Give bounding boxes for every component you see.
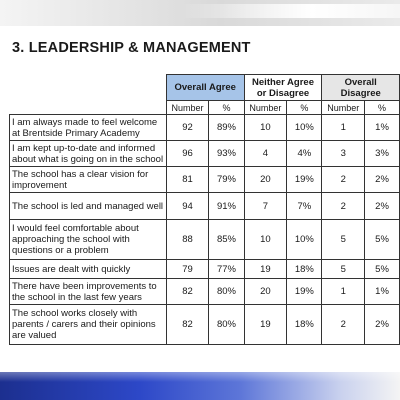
agree-number-cell: 82 <box>165 278 210 305</box>
neither-percent-cell: 10% <box>286 114 323 141</box>
statement-cell: The school works closely with parents / … <box>9 304 167 345</box>
disagree-number-cell: 2 <box>321 166 366 193</box>
neither-number-cell: 10 <box>243 219 288 260</box>
agree-percent-cell: 93% <box>208 140 245 167</box>
agree-percent-cell: 89% <box>208 114 245 141</box>
table-row: Issues are dealt with quickly 79 77% 19 … <box>9 259 400 279</box>
bottom-decorative-band <box>0 372 400 400</box>
disagree-percent-cell: 1% <box>364 278 400 305</box>
disagree-percent-cell: 3% <box>364 140 400 167</box>
agree-number-cell: 79 <box>165 259 210 279</box>
statement-cell: Issues are dealt with quickly <box>9 259 167 279</box>
disagree-percent-cell: 2% <box>364 304 400 345</box>
disagree-number-cell: 2 <box>321 192 366 220</box>
header-blank-cell <box>10 75 167 101</box>
subheader-neither-number: Number <box>243 100 288 115</box>
group-header-overall-disagree: Overall Disagree <box>321 74 400 101</box>
statement-cell: There have been improvements to the scho… <box>9 278 167 305</box>
disagree-percent-cell: 2% <box>364 192 400 220</box>
neither-percent-cell: 18% <box>286 259 323 279</box>
agree-number-cell: 88 <box>165 219 210 260</box>
agree-number-cell: 94 <box>165 192 210 220</box>
group-header-neither: Neither Agree or Disagree <box>243 74 323 101</box>
subheader-blank-cell <box>10 101 167 115</box>
survey-results-table: Overall Agree Neither Agree or Disagree … <box>9 74 400 345</box>
disagree-number-cell: 5 <box>321 219 366 260</box>
subheader-neither-percent: % <box>286 100 323 115</box>
disagree-percent-cell: 5% <box>364 259 400 279</box>
neither-percent-cell: 10% <box>286 219 323 260</box>
agree-percent-cell: 79% <box>208 166 245 193</box>
agree-number-cell: 82 <box>165 304 210 345</box>
group-header-row: Overall Agree Neither Agree or Disagree … <box>10 74 400 101</box>
agree-number-cell: 96 <box>165 140 210 167</box>
agree-percent-cell: 77% <box>208 259 245 279</box>
subheader-agree-number: Number <box>165 100 210 115</box>
subheader-agree-percent: % <box>208 100 245 115</box>
neither-percent-cell: 19% <box>286 166 323 193</box>
neither-percent-cell: 18% <box>286 304 323 345</box>
neither-number-cell: 20 <box>243 166 288 193</box>
table-row: The school is led and managed well 94 91… <box>9 192 400 220</box>
top-band-stripe <box>180 4 400 18</box>
disagree-number-cell: 1 <box>321 114 366 141</box>
neither-number-cell: 19 <box>243 259 288 279</box>
agree-percent-cell: 85% <box>208 219 245 260</box>
disagree-number-cell: 2 <box>321 304 366 345</box>
disagree-percent-cell: 1% <box>364 114 400 141</box>
statement-cell: The school has a clear vision for improv… <box>9 166 167 193</box>
statement-cell: The school is led and managed well <box>9 192 167 220</box>
neither-percent-cell: 19% <box>286 278 323 305</box>
table-row: There have been improvements to the scho… <box>9 278 400 305</box>
section-title: 3. LEADERSHIP & MANAGEMENT <box>12 40 251 56</box>
neither-number-cell: 4 <box>243 140 288 167</box>
disagree-number-cell: 3 <box>321 140 366 167</box>
agree-percent-cell: 91% <box>208 192 245 220</box>
bottom-band-shine <box>0 372 400 382</box>
table-row: I am kept up-to-date and informed about … <box>9 140 400 167</box>
table-row: The school has a clear vision for improv… <box>9 166 400 193</box>
table-row: The school works closely with parents / … <box>9 304 400 345</box>
statement-cell: I am kept up-to-date and informed about … <box>9 140 167 167</box>
neither-percent-cell: 4% <box>286 140 323 167</box>
statement-cell: I would feel comfortable about approachi… <box>9 219 167 260</box>
group-header-overall-agree: Overall Agree <box>165 74 245 101</box>
agree-number-cell: 92 <box>165 114 210 141</box>
agree-percent-cell: 80% <box>208 278 245 305</box>
disagree-percent-cell: 5% <box>364 219 400 260</box>
neither-number-cell: 20 <box>243 278 288 305</box>
subheader-disagree-number: Number <box>321 100 366 115</box>
statement-cell: I am always made to feel welcome at Bren… <box>9 114 167 141</box>
neither-percent-cell: 7% <box>286 192 323 220</box>
neither-number-cell: 19 <box>243 304 288 345</box>
agree-percent-cell: 80% <box>208 304 245 345</box>
disagree-percent-cell: 2% <box>364 166 400 193</box>
table-row: I would feel comfortable about approachi… <box>9 219 400 260</box>
agree-number-cell: 81 <box>165 166 210 193</box>
disagree-number-cell: 5 <box>321 259 366 279</box>
subheader-row: Number % Number % Number % <box>10 100 400 115</box>
table-row: I am always made to feel welcome at Bren… <box>9 114 400 141</box>
neither-number-cell: 7 <box>243 192 288 220</box>
subheader-disagree-percent: % <box>364 100 400 115</box>
top-decorative-band <box>0 0 400 26</box>
neither-number-cell: 10 <box>243 114 288 141</box>
disagree-number-cell: 1 <box>321 278 366 305</box>
